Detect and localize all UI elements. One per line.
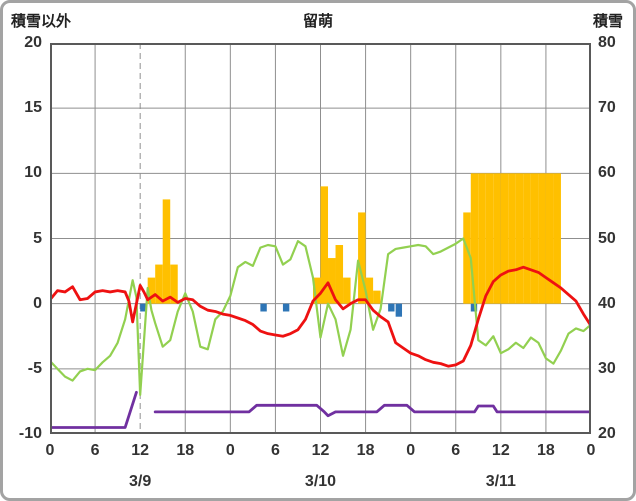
precip-bar	[388, 303, 395, 312]
right-axis-tick-label: 70	[598, 99, 616, 117]
hour-tick-label: 18	[176, 442, 195, 459]
hour-tick-label: 18	[537, 442, 555, 459]
hour-tick-label: 6	[451, 442, 461, 459]
left-axis-tick-label: 15	[24, 99, 42, 117]
snowfall-bar	[463, 212, 471, 304]
snowfall-bar	[358, 212, 366, 304]
snowfall-bar	[515, 173, 524, 304]
snowfall-bar	[170, 264, 178, 304]
right-axis-tick-label: 40	[598, 294, 616, 312]
hour-tick-label: 6	[90, 442, 100, 459]
left-axis-tick-label: -5	[27, 359, 42, 377]
right-axis-tick-label: 60	[598, 164, 616, 182]
right-axis-title: 積雪	[592, 13, 623, 30]
left-axis-tick-label: 20	[24, 34, 42, 51]
hour-tick-label: 18	[356, 442, 375, 459]
snowfall-bar	[373, 290, 381, 304]
hour-tick-label: 6	[270, 442, 280, 459]
snowfall-bar	[320, 186, 329, 304]
left-axis-title: 積雪以外	[11, 13, 72, 30]
day-label: 3/11	[485, 473, 516, 490]
snowfall-bar	[508, 173, 516, 304]
left-axis-tick-label: 5	[33, 229, 42, 247]
precip-bar	[470, 303, 478, 312]
left-axis-tick-label: 10	[24, 164, 42, 182]
snowfall-bar	[335, 245, 344, 304]
snow-depth-line	[153, 403, 593, 418]
snowfall-bar	[328, 258, 336, 304]
temperature-line	[48, 265, 593, 368]
snowfall-bar	[470, 173, 479, 304]
snowfall-bar	[523, 173, 531, 304]
snowfall-bar	[530, 173, 539, 304]
hour-tick-label: 12	[311, 442, 330, 459]
day-label: 3/9	[129, 473, 152, 490]
snowfall-bar	[343, 277, 351, 304]
chart-canvas	[48, 42, 593, 435]
snowfall-bar	[312, 277, 321, 304]
hour-tick-label: 12	[131, 442, 150, 459]
hour-tick-label: 0	[45, 442, 55, 459]
snow-depth-line	[48, 390, 138, 429]
green-line	[48, 237, 593, 396]
hour-tick-label: 0	[225, 442, 235, 459]
precip-bar	[282, 303, 290, 312]
snowfall-bar	[147, 277, 156, 304]
day-label: 3/10	[304, 473, 337, 490]
snowfall-bar	[365, 277, 374, 304]
snowfall-bar	[162, 199, 171, 304]
hour-tick-label: 0	[586, 442, 596, 459]
right-axis-tick-label: 80	[598, 34, 616, 51]
right-axis-tick-label: 50	[598, 229, 616, 247]
hour-tick-label: 0	[406, 442, 416, 459]
snowfall-bar	[485, 173, 494, 304]
precip-bar	[395, 303, 403, 317]
precip-bar	[260, 303, 267, 312]
right-axis-tick-label: 30	[598, 359, 616, 377]
hour-tick-label: 12	[491, 442, 510, 459]
snowfall-bar	[500, 173, 509, 304]
snowfall-bar	[478, 173, 486, 304]
snowfall-bar	[493, 173, 501, 304]
station-title: 留萌	[302, 13, 333, 30]
snowfall-bar	[553, 173, 561, 304]
left-axis-tick-label: -10	[18, 425, 42, 442]
right-axis-tick-label: 20	[598, 425, 616, 442]
precip-bar	[140, 303, 147, 312]
plot-area	[48, 42, 593, 435]
plot-frame	[50, 43, 591, 434]
snowfall-bar	[545, 173, 554, 304]
left-axis-tick-label: 0	[33, 294, 42, 312]
snowfall-bar	[155, 264, 163, 304]
snowfall-bar	[538, 173, 546, 304]
